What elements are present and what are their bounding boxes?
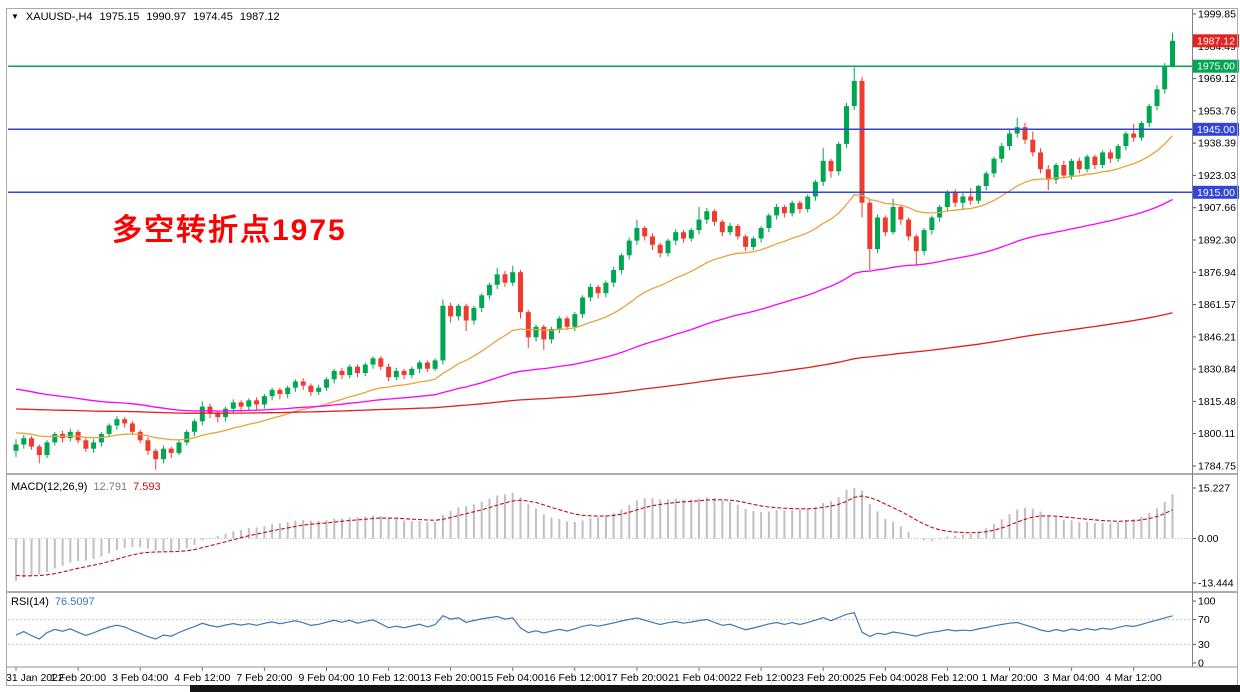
macd-indicator-label: MACD(12,26,9) 12.791 7.593: [11, 481, 167, 494]
macd-panel-area[interactable]: [8, 477, 1192, 591]
time-axis-label: 22 Feb 12:00: [730, 672, 792, 684]
price-axis-label: 1892.30: [1198, 235, 1236, 247]
time-axis-label: 1 Feb 20:00: [50, 672, 106, 684]
macd-name: MACD(12,26,9): [11, 481, 88, 493]
rsi-name: RSI(14): [11, 596, 49, 608]
macd-axis-label: 0.00: [1198, 533, 1219, 545]
low-value: 1974.45: [193, 11, 233, 23]
open-value: 1975.15: [99, 11, 140, 23]
time-axis-label: 25 Feb 04:00: [854, 672, 916, 684]
time-axis-label: 4 Feb 12:00: [174, 672, 230, 684]
time-axis-label: 3 Mar 04:00: [1044, 672, 1100, 684]
price-axis-label: 1969.12: [1198, 73, 1236, 85]
current-price-badge-text: 1987.12: [1197, 35, 1235, 47]
macd-signal-value: 7.593: [133, 481, 161, 493]
price-axis[interactable]: [1192, 8, 1240, 667]
ma-slow-line: [15, 312, 1173, 414]
time-axis-label: 31 Jan 2022: [6, 672, 64, 684]
price-line-axis-badge: [1193, 59, 1239, 73]
current-price-badge: [1193, 34, 1239, 48]
ma-fast-line: [15, 135, 1173, 441]
macd-axis-label: -13.444: [1198, 578, 1234, 590]
rsi-axis-label: 70: [1198, 614, 1210, 626]
rsi-axis-label: 30: [1198, 639, 1210, 651]
price-axis-label: 1830.84: [1198, 364, 1236, 376]
price-line-axis-badge-text: 1915.00: [1197, 187, 1235, 199]
annotation-text[interactable]: 多空转折点1975: [112, 214, 347, 247]
price-axis-label: 1846.21: [1198, 331, 1236, 343]
macd-signal-line: [15, 495, 1173, 577]
triangle-marker-icon: ▼: [11, 12, 19, 21]
time-axis[interactable]: [8, 667, 1192, 685]
price-axis-label: 1923.03: [1198, 170, 1236, 182]
price-axis-label: 1907.66: [1198, 202, 1236, 214]
rsi-value: 76.5097: [54, 596, 95, 608]
ma-medium-line: [15, 198, 1173, 412]
price-axis-label: 1999.85: [1198, 9, 1236, 21]
time-axis-label: 16 Feb 12:00: [544, 672, 606, 684]
rsi-axis-label: 0: [1198, 658, 1204, 670]
price-axis-label: 1953.76: [1198, 105, 1236, 117]
price-axis-label: 1876.94: [1198, 267, 1236, 279]
high-value: 1990.97: [146, 11, 187, 23]
time-axis-label: 9 Feb 04:00: [298, 672, 354, 684]
time-axis-label: 28 Feb 12:00: [916, 672, 978, 684]
rsi-axis-label: 100: [1198, 596, 1216, 608]
time-axis-label: 15 Feb 04:00: [482, 672, 544, 684]
taskbar-edge: [190, 685, 1240, 692]
price-axis-label: 1784.75: [1198, 461, 1236, 473]
time-axis-label: 23 Feb 20:00: [792, 672, 854, 684]
symbol-timeframe: XAUUSD-,H4: [25, 11, 93, 23]
rsi-indicator-label: RSI(14) 76.5097: [11, 596, 101, 609]
price-line-axis-badge-text: 1975.00: [1197, 61, 1235, 73]
macd-histogram: [15, 488, 1174, 581]
price-line-axis-badge-text: 1945.00: [1197, 124, 1235, 136]
price-axis-label: 1800.11: [1198, 428, 1235, 440]
candles-layer: [13, 32, 1175, 470]
time-axis-label: 10 Feb 12:00: [358, 672, 420, 684]
rsi-panel-area[interactable]: [8, 593, 1192, 666]
macd-axis-label: 15.227: [1198, 483, 1230, 495]
time-axis-label: 17 Feb 20:00: [606, 672, 668, 684]
price-line-axis-badge: [1193, 185, 1239, 199]
time-axis-label: 1 Mar 20:00: [981, 672, 1037, 684]
price-axis-label: 1815.48: [1198, 396, 1236, 408]
price-axis-label: 1938.39: [1198, 138, 1236, 150]
price-line-axis-badge: [1193, 122, 1239, 136]
rsi-line: [15, 612, 1173, 640]
chart-title: ▼ XAUUSD-,H4 1975.15 1990.97 1974.45 1987.12: [11, 10, 287, 24]
macd-main-value: 12.791: [93, 481, 128, 493]
time-axis-label: 7 Feb 20:00: [236, 672, 292, 684]
time-axis-label: 3 Feb 04:00: [112, 672, 168, 684]
price-axis-label: 1861.57: [1198, 299, 1236, 311]
time-axis-label: 21 Feb 04:00: [668, 672, 730, 684]
time-axis-label: 4 Mar 12:00: [1106, 672, 1162, 684]
close-value: 1987.12: [239, 11, 280, 23]
time-axis-label: 13 Feb 20:00: [420, 672, 482, 684]
